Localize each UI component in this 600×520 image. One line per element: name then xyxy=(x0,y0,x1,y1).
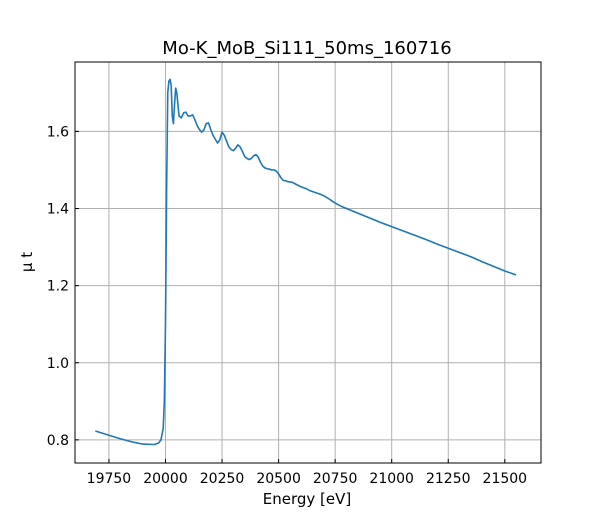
y-tick-label: 1.2 xyxy=(47,279,69,295)
x-tick-label: 21500 xyxy=(483,471,528,487)
x-tick-label: 19750 xyxy=(87,471,132,487)
x-tick-label: 20500 xyxy=(256,471,301,487)
y-axis-ticks: 0.8 1.0 1.2 1.4 1.6 xyxy=(47,124,79,449)
plot-frame xyxy=(74,61,542,464)
y-axis-label: μ t xyxy=(18,252,36,272)
x-tick-label: 21250 xyxy=(426,471,471,487)
x-tick-label: 20000 xyxy=(143,471,188,487)
x-tick-label: 20250 xyxy=(200,471,245,487)
x-tick-label: 21000 xyxy=(369,471,414,487)
x-axis-label: Energy [eV] xyxy=(263,490,351,508)
series-line xyxy=(95,78,517,446)
y-tick-label: 1.6 xyxy=(47,124,69,140)
y-tick-label: 1.4 xyxy=(47,202,69,218)
chart-title: Mo-K_MoB_Si111_50ms_160716 xyxy=(162,38,451,59)
y-tick-label: 1.0 xyxy=(47,356,69,372)
y-tick-label: 0.8 xyxy=(47,433,69,449)
x-tick-label: 20750 xyxy=(313,471,358,487)
series-group xyxy=(95,78,517,446)
x-axis-ticks: 19750 20000 20250 20500 20750 21000 21250 21500 xyxy=(87,459,527,487)
grid xyxy=(75,62,541,463)
